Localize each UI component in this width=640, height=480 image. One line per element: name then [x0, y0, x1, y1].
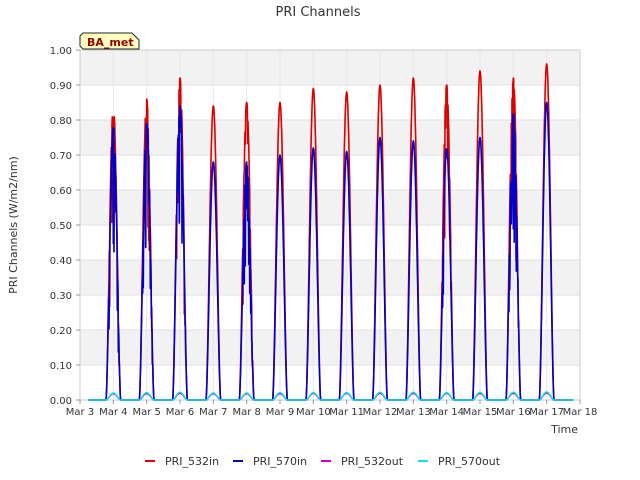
x-axis-label: Time [550, 423, 578, 436]
y-tick-label: 0.40 [50, 256, 72, 267]
legend-label: PRI_532in [165, 455, 219, 468]
y-tick-label: 0.10 [50, 361, 72, 372]
y-band [80, 260, 580, 295]
x-tick-label: Mar 9 [266, 407, 294, 418]
y-tick-label: 0.00 [50, 396, 72, 407]
x-tick-label: Mar 5 [132, 407, 160, 418]
legend-label: PRI_570out [438, 455, 501, 468]
y-band [80, 295, 580, 330]
y-tick-label: 0.30 [50, 291, 72, 302]
legend-label: PRI_570in [253, 455, 307, 468]
x-tick-label: Mar 18 [563, 407, 598, 418]
y-tick-label: 0.60 [50, 186, 72, 197]
x-tick-label: Mar 4 [99, 407, 127, 418]
x-tick-label: Mar 14 [429, 407, 464, 418]
x-tick-label: Mar 15 [463, 407, 498, 418]
x-tick-label: Mar 8 [232, 407, 260, 418]
series-lines [88, 63, 574, 401]
y-band [80, 50, 580, 85]
x-tick-label: Mar 10 [296, 407, 331, 418]
y-band [80, 120, 580, 155]
y-tick-label: 0.20 [50, 326, 72, 337]
y-tick-label: 0.50 [50, 221, 72, 232]
y-band [80, 85, 580, 120]
y-band [80, 190, 580, 225]
x-tick-label: Mar 16 [496, 407, 531, 418]
y-axis-label: PRI Channels (W/m2/nm) [7, 156, 20, 294]
y-tick-label: 0.90 [50, 81, 72, 92]
y-band [80, 155, 580, 190]
y-band [80, 330, 580, 365]
x-axis: Mar 3 Mar 4 Mar 5 Mar 6 Mar 7 Mar 8 Mar 9 Mar 1… [66, 400, 598, 418]
plot-bands [80, 50, 580, 400]
x-tick-label: Mar 6 [166, 407, 194, 418]
x-tick-label: Mar 7 [199, 407, 227, 418]
y-axis: 0.00 0.10 0.20 0.30 0.40 0.50 0.60 0.70 0.80 0.90… [50, 46, 80, 407]
badge-box [79, 32, 140, 50]
x-tick-label: Mar 12 [363, 407, 398, 418]
y-tick-label: 0.70 [50, 151, 72, 162]
x-tick-label: Mar 3 [66, 407, 94, 418]
legend-label: PRI_532out [341, 455, 404, 468]
badge-label: BA_met [87, 36, 134, 49]
y-tick-label: 1.00 [50, 46, 72, 57]
series-line-pri_570out [88, 391, 574, 401]
x-tick-label: Mar 13 [396, 407, 431, 418]
site-badge: BA_met [79, 32, 140, 50]
y-band [80, 365, 580, 400]
x-tick-label: Mar 11 [329, 407, 364, 418]
chart-title: PRI Channels [276, 5, 361, 20]
x-tick-label: Mar 17 [529, 407, 564, 418]
y-tick-label: 0.80 [50, 116, 72, 127]
y-band [80, 225, 580, 260]
legend: PRI_532in PRI_570in PRI_532out PRI_570out [145, 455, 501, 468]
